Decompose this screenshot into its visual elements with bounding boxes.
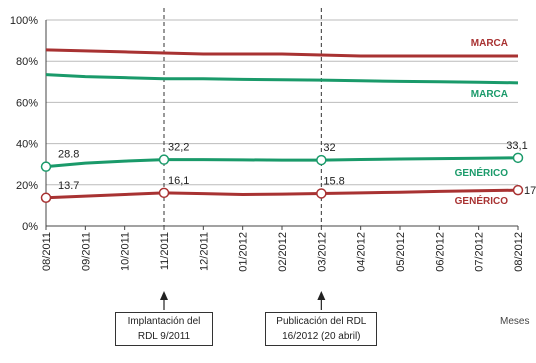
x-tick-label: 03/2012 [316, 232, 328, 272]
x-tick-label: 08/2012 [513, 232, 525, 272]
data-point-marker [40, 161, 52, 172]
x-tick-label: 01/2012 [238, 232, 250, 272]
y-tick-label: 20% [16, 180, 38, 192]
x-axis-title: Meses [500, 316, 530, 327]
series-label: MARCA [471, 89, 508, 100]
data-label: 15.8 [323, 175, 344, 187]
data-label: 16,1 [168, 175, 189, 187]
annotation-box: Publicación del RDL 16/2012 (20 abril) [265, 312, 378, 346]
data-point-marker [40, 192, 52, 204]
data-point-marker [512, 184, 524, 196]
x-tick-label: 07/2012 [474, 232, 486, 272]
data-point-marker [158, 187, 170, 199]
annotation-line: Implantación del [127, 316, 201, 327]
x-tick-label: 09/2011 [80, 232, 92, 271]
y-tick-label: 80% [16, 56, 38, 68]
data-label: 32 [323, 142, 335, 154]
data-label: 17,4 [524, 185, 536, 197]
series-label: MARCA [471, 38, 508, 49]
y-tick-label: 40% [16, 139, 38, 151]
series-line [45, 188, 519, 200]
series-label: GENÉRICO [455, 166, 509, 179]
annotation-line: Publicación del RDL [276, 316, 367, 327]
annotation-arrow-head [160, 291, 168, 300]
series-label: GENÉRICO [455, 194, 509, 207]
x-tick-label: 12/2011 [198, 232, 210, 271]
annotation-line: 16/2012 (20 abril) [282, 331, 361, 342]
data-point-marker [512, 152, 524, 164]
x-tick-label: 04/2012 [356, 232, 368, 272]
y-tick-label: 0% [22, 221, 38, 233]
data-point-marker [316, 188, 327, 199]
data-label: 32,2 [168, 142, 189, 154]
x-tick-label: 08/2011 [41, 232, 53, 271]
annotation-arrow-head [317, 291, 326, 300]
series-line [45, 48, 518, 58]
y-tick-label: 100% [10, 15, 38, 27]
data-label: 13.7 [58, 180, 79, 192]
x-tick-label: 05/2012 [395, 232, 407, 272]
x-tick-label: 11/2011 [159, 232, 171, 270]
data-label: 33,1 [506, 140, 527, 152]
annotation-box: Implantación del RDL 9/2011 [115, 312, 213, 346]
y-tick-label: 60% [16, 97, 38, 109]
series-line [45, 156, 519, 169]
data-point-marker [316, 154, 327, 166]
annotation-line: RDL 9/2011 [137, 331, 191, 342]
x-tick-label: 02/2012 [277, 232, 289, 272]
data-label: 28.8 [58, 149, 79, 161]
series-line [45, 73, 519, 85]
data-point-marker [158, 154, 170, 165]
x-tick-label: 06/2012 [434, 232, 446, 272]
x-tick-label: 10/2011 [120, 232, 132, 271]
